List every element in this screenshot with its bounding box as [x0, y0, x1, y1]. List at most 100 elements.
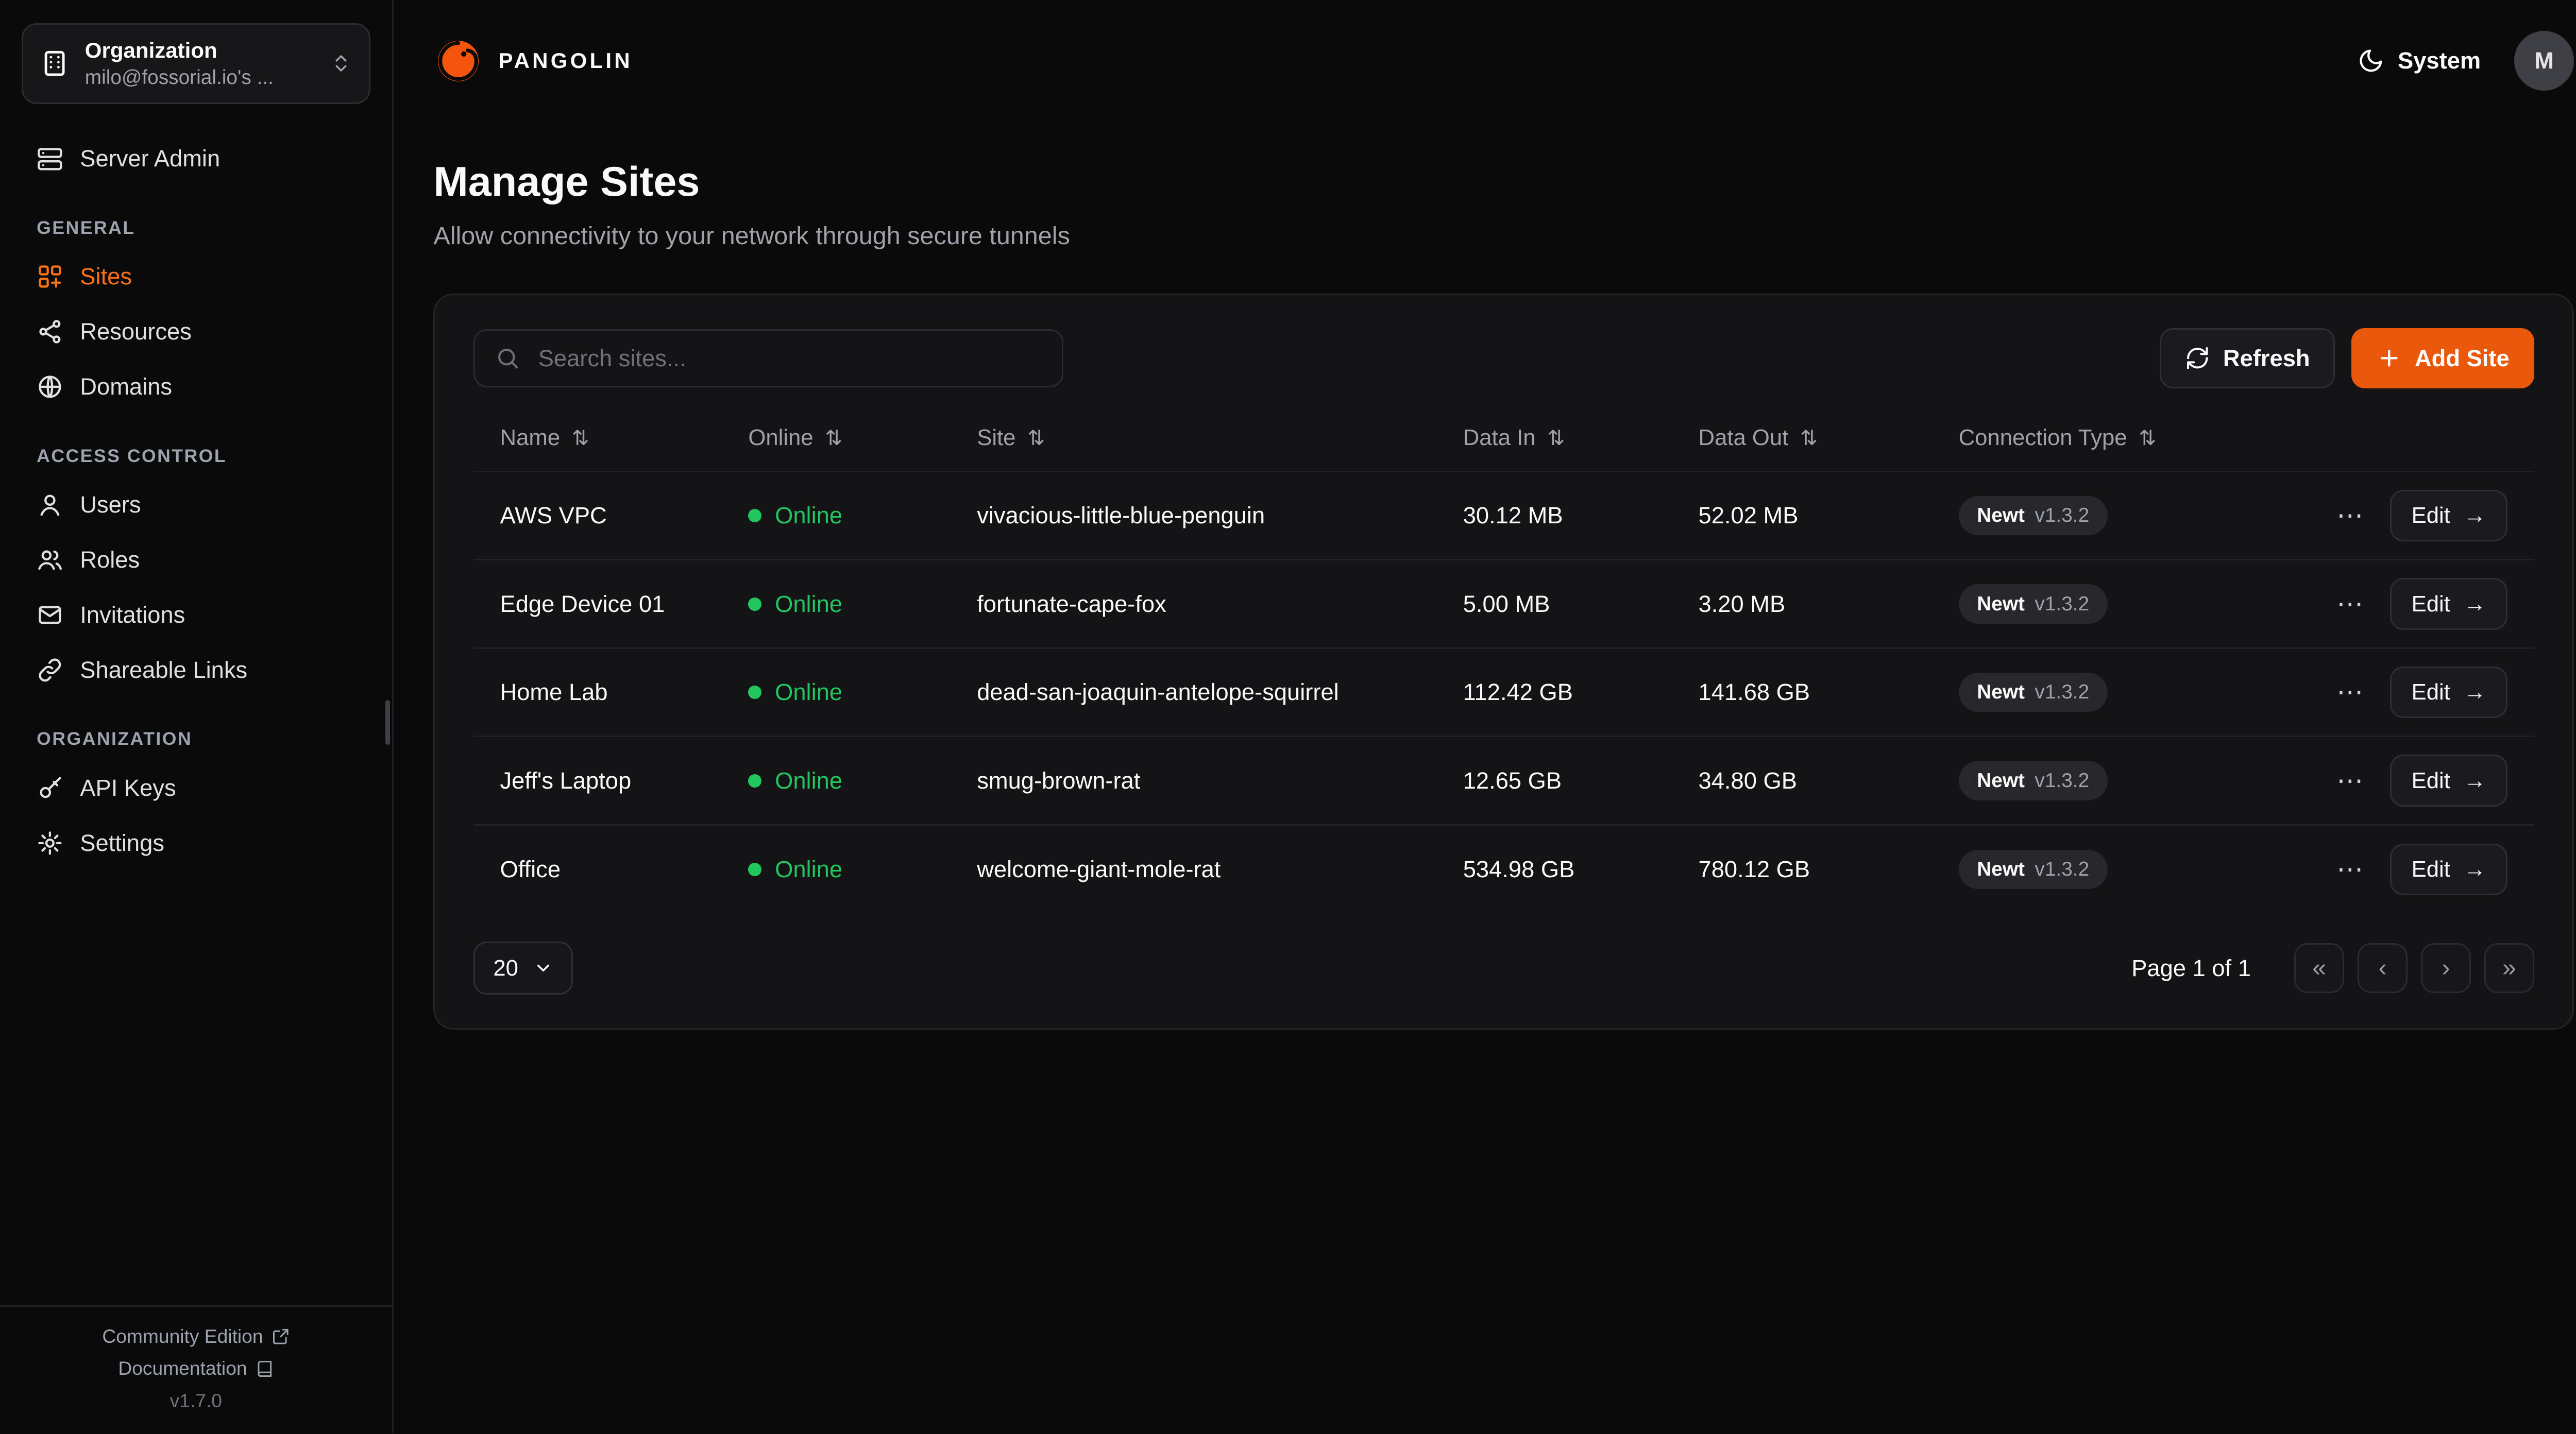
sort-icon[interactable]: ⇅	[1547, 426, 1565, 450]
search-box	[473, 329, 1064, 388]
search-input[interactable]	[535, 343, 1042, 373]
edit-button[interactable]: Edit →	[2389, 489, 2508, 542]
site-name-cell: Jeff's Laptop	[473, 736, 722, 825]
connection-version: v1.3.2	[2035, 681, 2090, 704]
online-dot-icon	[748, 686, 762, 699]
row-menu-icon[interactable]: ⋯	[2336, 765, 2363, 795]
connection-client: Newt	[1977, 769, 2025, 792]
users-icon	[37, 547, 63, 573]
pagination-prev-button[interactable]: ‹	[2357, 943, 2408, 994]
connection-type-badge: Newt v1.3.2	[1958, 761, 2108, 800]
row-menu-icon[interactable]: ⋯	[2336, 677, 2363, 707]
refresh-label: Refresh	[2223, 345, 2310, 371]
column-header-site[interactable]: Site ⇅	[950, 408, 1436, 472]
sidebar-item-domains[interactable]: Domains	[22, 362, 370, 412]
pagination-last-button[interactable]: »	[2484, 943, 2534, 994]
page-info: Page 1 of 1	[2131, 954, 2251, 981]
connection-client: Newt	[1977, 681, 2025, 704]
data-out-cell: 141.68 GB	[1671, 647, 1932, 737]
sort-icon[interactable]: ⇅	[1800, 426, 1818, 450]
data-out-cell: 780.12 GB	[1671, 824, 1932, 913]
column-label: Site	[977, 425, 1016, 451]
edit-button[interactable]: Edit →	[2389, 755, 2508, 807]
book-icon	[256, 1359, 274, 1378]
column-header-connection-type[interactable]: Connection Type ⇅	[1932, 408, 2310, 472]
sidebar-item-server-admin[interactable]: Server Admin	[22, 134, 370, 184]
documentation-link[interactable]: Documentation	[118, 1357, 274, 1379]
sidebar-scrollbar[interactable]	[385, 700, 391, 745]
column-label: Data In	[1463, 425, 1536, 451]
sort-icon[interactable]: ⇅	[825, 426, 843, 450]
edit-label: Edit	[2411, 856, 2450, 882]
sites-card: Refresh Add Site	[433, 293, 2574, 1030]
sidebar-item-label: Server Admin	[80, 145, 221, 172]
section-title-organization: ORGANIZATION	[37, 728, 193, 749]
brand[interactable]: PANGOLIN	[433, 36, 632, 86]
org-name: Organization	[84, 38, 217, 63]
table-row: Edge Device 01 Online fortunate-cape-fox…	[473, 559, 2534, 648]
community-edition-link[interactable]: Community Edition	[102, 1325, 290, 1347]
column-label: Online	[748, 425, 814, 451]
arrow-right-icon: →	[2463, 767, 2486, 793]
sort-icon[interactable]: ⇅	[571, 426, 589, 450]
connection-version: v1.3.2	[2035, 769, 2090, 792]
connection-client: Newt	[1977, 504, 2025, 527]
connection-version: v1.3.2	[2035, 504, 2090, 527]
refresh-button[interactable]: Refresh	[2160, 328, 2335, 388]
site-name-cell: Edge Device 01	[473, 559, 722, 648]
data-in-cell: 5.00 MB	[1436, 559, 1672, 648]
arrow-right-icon: →	[2463, 856, 2486, 882]
main-area: PANGOLIN System M Manage Sites Allow con…	[394, 0, 2576, 1433]
org-switcher[interactable]: Organization milo@fossorial.io's ...	[22, 23, 370, 104]
site-name-cell: Home Lab	[473, 647, 722, 737]
sidebar-item-invitations[interactable]: Invitations	[22, 590, 370, 640]
sites-table: Name ⇅ Online ⇅ Site ⇅ Data In ⇅ Data Out ⇅ C…	[473, 408, 2534, 913]
add-site-button[interactable]: Add Site	[2351, 328, 2534, 388]
pagination-first-button[interactable]: «	[2294, 943, 2345, 994]
sidebar: Organization milo@fossorial.io's ... Ser…	[0, 0, 394, 1433]
site-name-cell: AWS VPC	[473, 470, 722, 560]
status-label: Online	[775, 856, 843, 882]
theme-toggle[interactable]: System	[2358, 47, 2481, 74]
row-menu-icon[interactable]: ⋯	[2336, 588, 2363, 619]
column-header-online[interactable]: Online ⇅	[722, 408, 951, 472]
column-header-data-in[interactable]: Data In ⇅	[1436, 408, 1672, 472]
edit-button[interactable]: Edit →	[2389, 666, 2508, 719]
sidebar-footer: Community Edition Documentation v1.7.0	[0, 1305, 392, 1433]
column-header-data-out[interactable]: Data Out ⇅	[1672, 408, 1932, 472]
sort-icon[interactable]: ⇅	[2139, 426, 2157, 450]
sidebar-item-sites[interactable]: Sites	[22, 252, 370, 302]
sidebar-item-roles[interactable]: Roles	[22, 535, 370, 585]
sidebar-item-label: Settings	[80, 829, 164, 856]
avatar[interactable]: M	[2514, 30, 2574, 91]
section-title-access-control: ACCESS CONTROL	[37, 445, 227, 466]
edit-label: Edit	[2411, 503, 2450, 528]
table-row: Jeff's Laptop Online smug-brown-rat 12.6…	[473, 736, 2534, 825]
pagination-next-button[interactable]: ›	[2420, 943, 2471, 994]
connection-version: v1.3.2	[2035, 858, 2090, 880]
edit-button[interactable]: Edit →	[2389, 843, 2508, 895]
row-menu-icon[interactable]: ⋯	[2336, 853, 2363, 884]
row-menu-icon[interactable]: ⋯	[2336, 500, 2363, 531]
status-badge: Online	[748, 856, 923, 883]
page-size-select[interactable]: 20	[473, 941, 573, 995]
edit-label: Edit	[2411, 591, 2450, 617]
column-label: Data Out	[1698, 425, 1789, 451]
sidebar-item-api-keys[interactable]: API Keys	[22, 763, 370, 813]
sidebar-item-label: Resources	[80, 318, 192, 345]
pager: Page 1 of 1 « ‹ › »	[2131, 943, 2534, 994]
sort-icon[interactable]: ⇅	[1027, 426, 1045, 450]
column-label: Connection Type	[1958, 425, 2127, 451]
status-label: Online	[775, 679, 843, 706]
sidebar-item-shareable-links[interactable]: Shareable Links	[22, 645, 370, 695]
edit-button[interactable]: Edit →	[2389, 578, 2508, 630]
search-icon	[495, 346, 520, 371]
status-badge: Online	[748, 679, 923, 706]
arrow-right-icon: →	[2463, 679, 2486, 705]
sidebar-item-settings[interactable]: Settings	[22, 818, 370, 868]
sidebar-item-resources[interactable]: Resources	[22, 307, 370, 357]
sidebar-item-users[interactable]: Users	[22, 480, 370, 530]
connection-type-badge: Newt v1.3.2	[1958, 584, 2108, 624]
column-header-name[interactable]: Name ⇅	[473, 408, 722, 472]
